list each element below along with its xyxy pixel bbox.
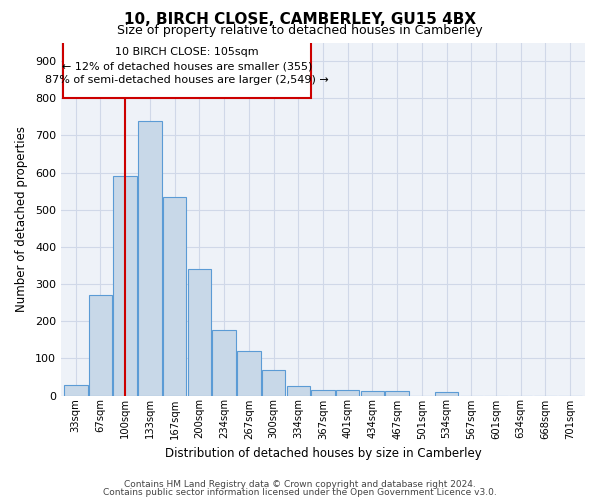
Bar [212, 330, 236, 396]
Bar [89, 295, 112, 396]
FancyBboxPatch shape [64, 40, 311, 98]
Bar [237, 351, 260, 396]
Bar [336, 390, 359, 396]
X-axis label: Distribution of detached houses by size in Camberley: Distribution of detached houses by size … [164, 447, 481, 460]
Text: Contains HM Land Registry data © Crown copyright and database right 2024.: Contains HM Land Registry data © Crown c… [124, 480, 476, 489]
Bar [163, 196, 187, 396]
Text: 10, BIRCH CLOSE, CAMBERLEY, GU15 4BX: 10, BIRCH CLOSE, CAMBERLEY, GU15 4BX [124, 12, 476, 26]
Text: 87% of semi-detached houses are larger (2,549) →: 87% of semi-detached houses are larger (… [45, 75, 329, 85]
Bar [311, 390, 335, 396]
Bar [435, 392, 458, 396]
Text: Contains public sector information licensed under the Open Government Licence v3: Contains public sector information licen… [103, 488, 497, 497]
Bar [113, 176, 137, 396]
Bar [138, 120, 161, 396]
Text: ← 12% of detached houses are smaller (355): ← 12% of detached houses are smaller (35… [62, 61, 312, 71]
Bar [287, 386, 310, 396]
Y-axis label: Number of detached properties: Number of detached properties [15, 126, 28, 312]
Text: Size of property relative to detached houses in Camberley: Size of property relative to detached ho… [117, 24, 483, 37]
Bar [385, 391, 409, 396]
Bar [262, 370, 285, 396]
Text: 10 BIRCH CLOSE: 105sqm: 10 BIRCH CLOSE: 105sqm [115, 48, 259, 58]
Bar [188, 269, 211, 396]
Bar [64, 386, 88, 396]
Bar [361, 391, 384, 396]
